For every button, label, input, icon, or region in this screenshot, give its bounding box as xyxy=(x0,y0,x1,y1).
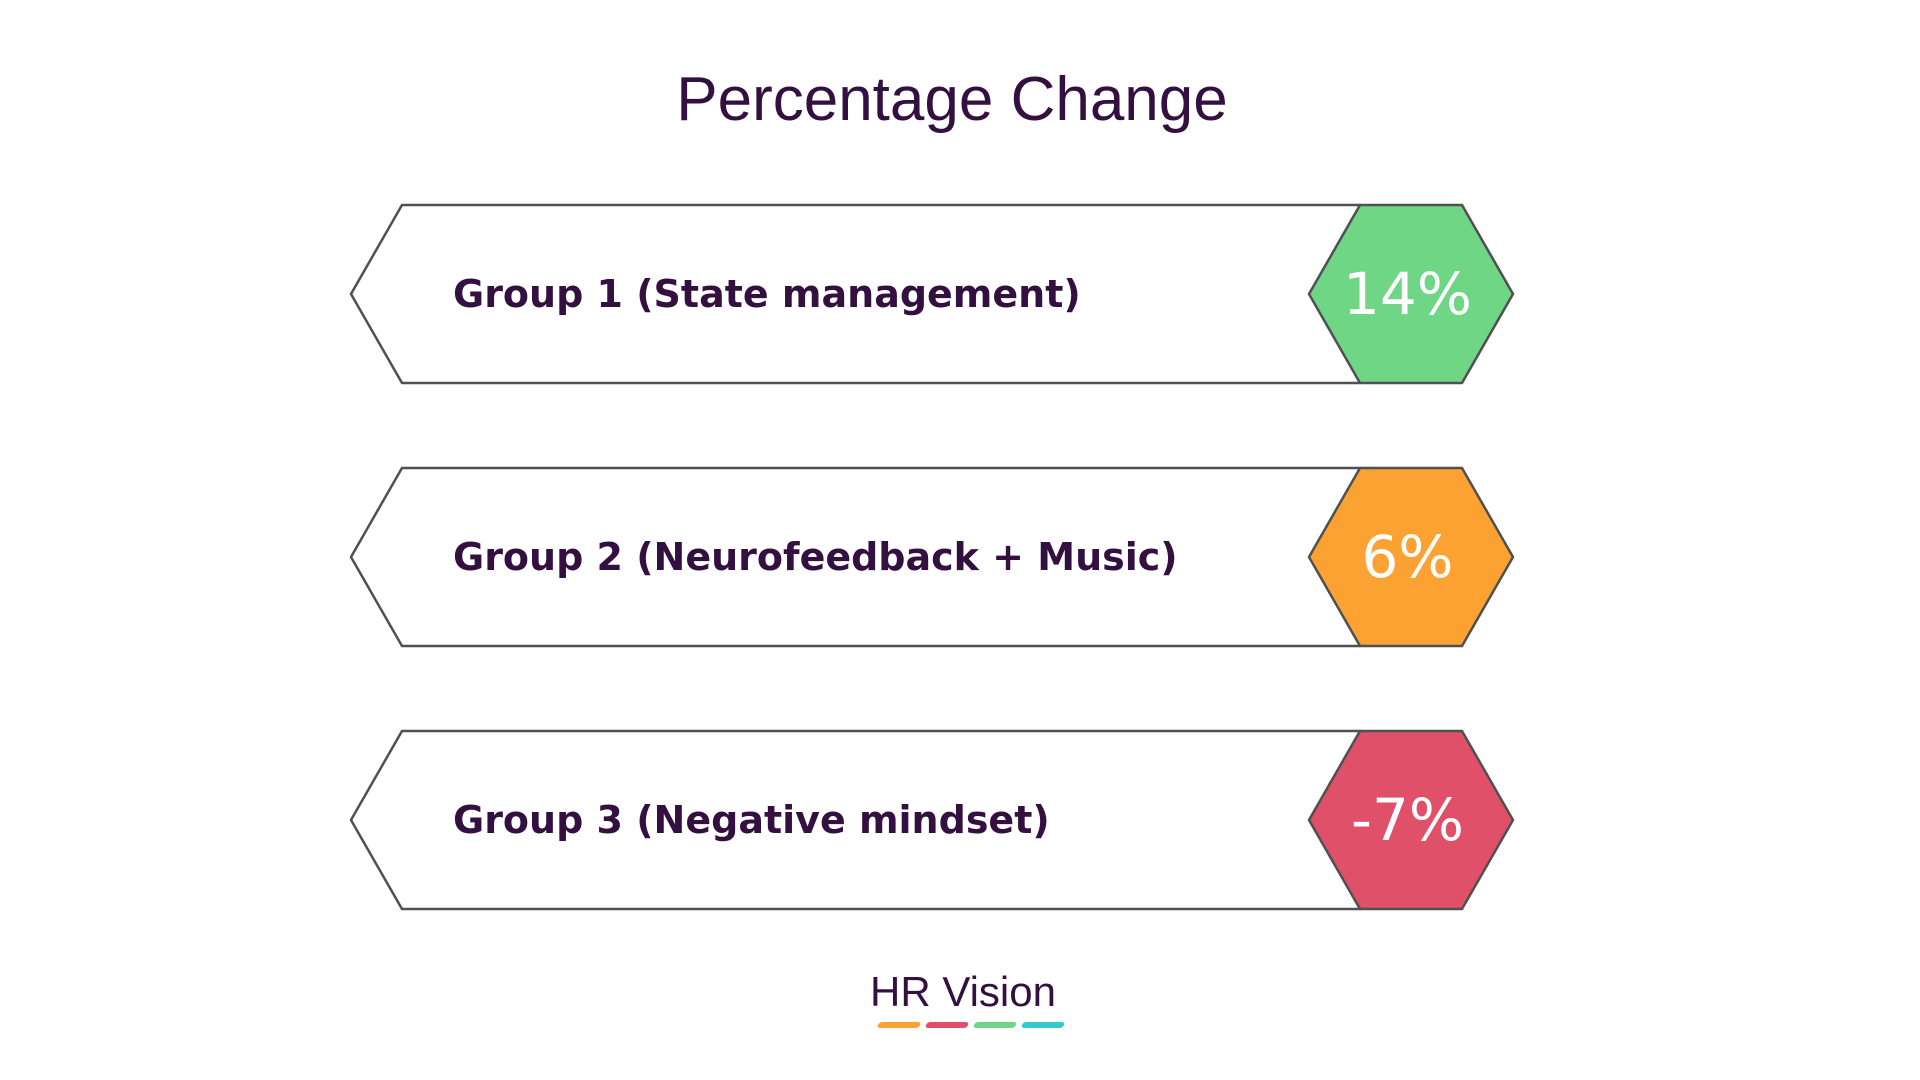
group-row-1-shape xyxy=(349,203,1515,385)
logo-stripe-green xyxy=(972,1022,1018,1028)
logo-stripe-orange xyxy=(876,1022,922,1028)
value-hexagon xyxy=(1307,466,1515,648)
logo-stripe-teal xyxy=(1020,1022,1066,1028)
logo-stripe-red xyxy=(924,1022,970,1028)
group-label: Group 1 (State management) xyxy=(453,272,1081,316)
group-row-1: Group 1 (State management) 14% xyxy=(349,203,1515,385)
page-title: Percentage Change xyxy=(676,65,1228,134)
group-row-2-shape xyxy=(349,466,1515,648)
group-value: 14% xyxy=(1343,260,1472,328)
group-label: Group 2 (Neurofeedback + Music) xyxy=(453,535,1178,579)
value-hexagon xyxy=(1307,203,1515,385)
group-row-3: Group 3 (Negative mindset) -7% xyxy=(349,729,1515,911)
group-row-2: Group 2 (Neurofeedback + Music) 6% xyxy=(349,466,1515,648)
group-label: Group 3 (Negative mindset) xyxy=(453,798,1050,842)
value-hexagon xyxy=(1307,729,1515,911)
group-row-3-shape xyxy=(349,729,1515,911)
group-value: 6% xyxy=(1361,523,1454,591)
group-value: -7% xyxy=(1351,786,1464,854)
logo-text: HR Vision xyxy=(870,968,1056,1015)
hr-vision-logo: HR Vision xyxy=(868,968,1068,1032)
